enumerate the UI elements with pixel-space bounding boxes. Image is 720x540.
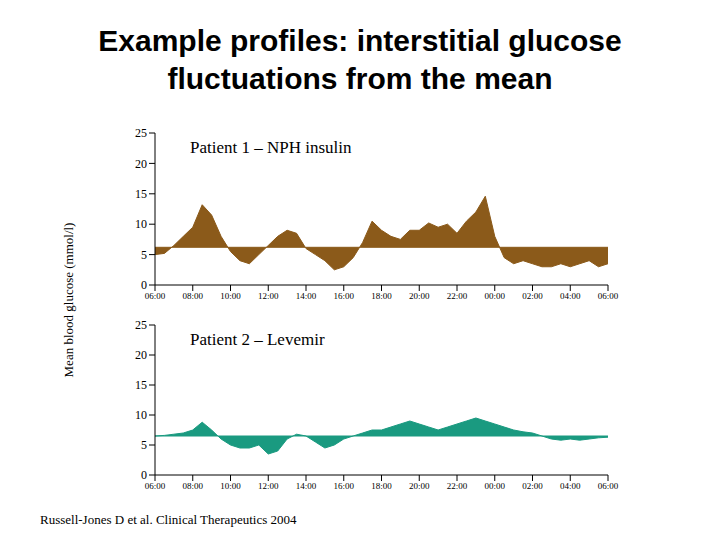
svg-text:0: 0	[141, 468, 147, 482]
svg-text:08:00: 08:00	[182, 481, 203, 491]
svg-text:02:00: 02:00	[522, 291, 543, 301]
svg-text:25: 25	[135, 318, 147, 332]
svg-text:06:00: 06:00	[145, 291, 166, 301]
svg-text:15: 15	[135, 187, 147, 201]
svg-text:16:00: 16:00	[333, 481, 354, 491]
svg-text:22:00: 22:00	[447, 481, 468, 491]
svg-text:12:00: 12:00	[258, 481, 279, 491]
svg-text:04:00: 04:00	[560, 291, 581, 301]
svg-text:14:00: 14:00	[296, 481, 317, 491]
svg-text:Mean blood glucose (mmol/l): Mean blood glucose (mmol/l)	[61, 223, 76, 378]
svg-text:25: 25	[135, 126, 147, 140]
svg-text:16:00: 16:00	[333, 291, 354, 301]
svg-text:22:00: 22:00	[447, 291, 468, 301]
svg-text:06:00: 06:00	[598, 481, 619, 491]
svg-text:20:00: 20:00	[409, 481, 430, 491]
svg-text:15: 15	[135, 378, 147, 392]
svg-text:5: 5	[141, 248, 147, 262]
svg-text:10: 10	[135, 408, 147, 422]
html-text:Patient 1 – NPH insulin: Patient 1 – NPH insulin	[190, 138, 352, 157]
svg-text:10: 10	[135, 217, 147, 231]
svg-text:08:00: 08:00	[182, 291, 203, 301]
svg-text:06:00: 06:00	[145, 481, 166, 491]
svg-text:10:00: 10:00	[220, 481, 241, 491]
svg-text:02:00: 02:00	[522, 481, 543, 491]
html-text:Russell-Jones D et al. Clinica: Russell-Jones D et al. Clinical Therapeu…	[40, 512, 297, 527]
html-text:Patient 2 – Levemir: Patient 2 – Levemir	[190, 330, 325, 349]
svg-text:18:00: 18:00	[371, 291, 392, 301]
svg-text:10:00: 10:00	[220, 291, 241, 301]
svg-text:0: 0	[141, 278, 147, 292]
svg-text:00:00: 00:00	[484, 291, 505, 301]
svg-text:12:00: 12:00	[258, 291, 279, 301]
svg-text:06:00: 06:00	[598, 291, 619, 301]
svg-text:00:00: 00:00	[484, 481, 505, 491]
svg-text:14:00: 14:00	[296, 291, 317, 301]
svg-text:5: 5	[141, 438, 147, 452]
svg-text:18:00: 18:00	[371, 481, 392, 491]
svg-text:20:00: 20:00	[409, 291, 430, 301]
svg-text:20: 20	[135, 157, 147, 171]
html-text:Example profiles: interstitial: Example profiles: interstitial glucose f…	[98, 24, 622, 95]
svg-text:20: 20	[135, 348, 147, 362]
svg-text:04:00: 04:00	[560, 481, 581, 491]
